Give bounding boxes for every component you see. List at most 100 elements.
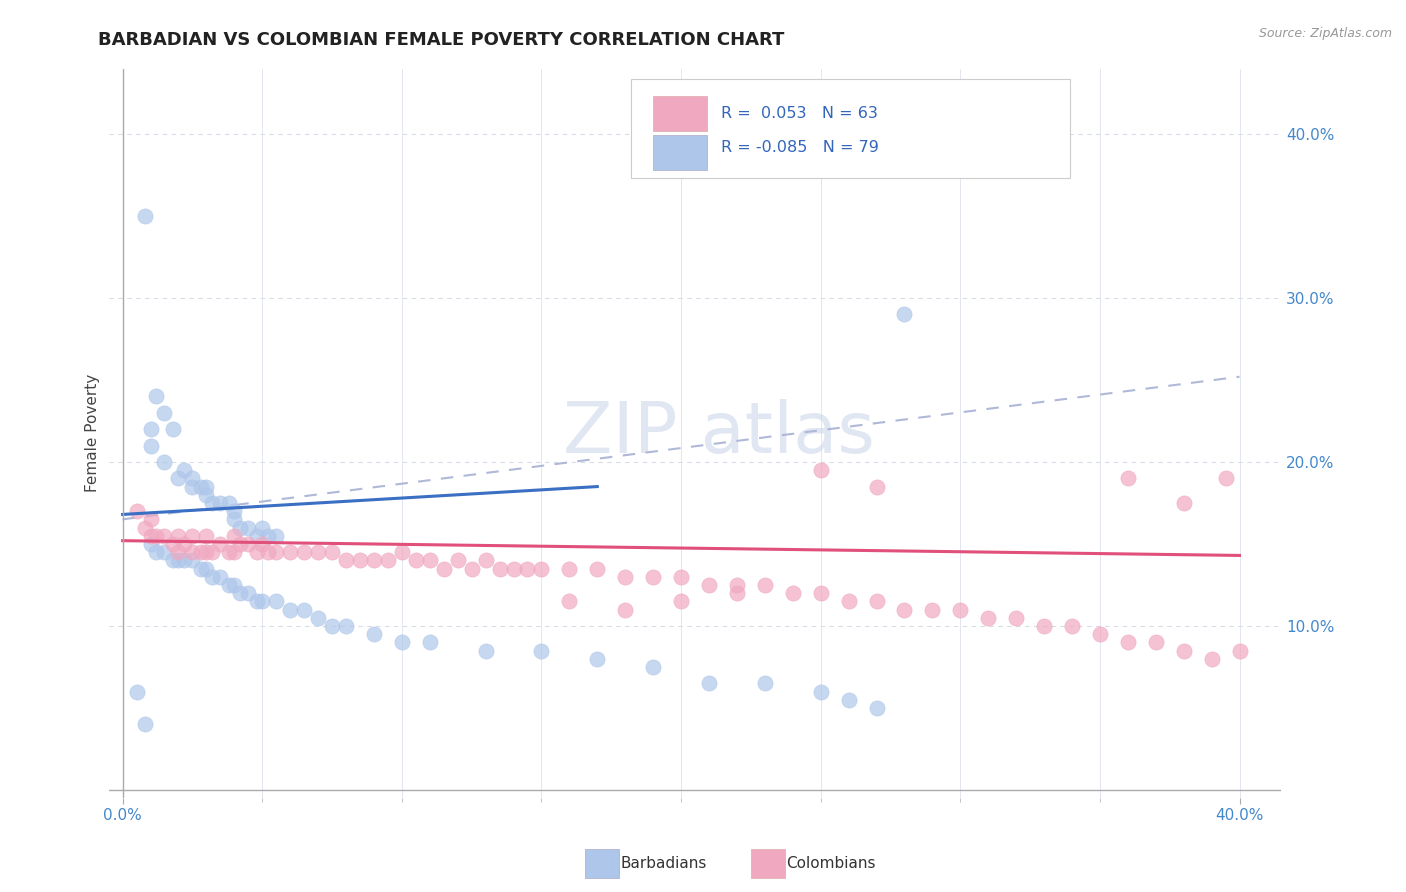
Point xyxy=(167,545,190,559)
Point xyxy=(153,406,176,420)
Point xyxy=(307,545,329,559)
Text: Colombians: Colombians xyxy=(786,856,876,871)
Point xyxy=(321,619,343,633)
Point xyxy=(250,537,273,551)
Point xyxy=(139,537,162,551)
Point xyxy=(195,529,218,543)
Point xyxy=(181,545,204,559)
Point xyxy=(162,553,184,567)
Point xyxy=(145,389,167,403)
Point xyxy=(201,570,224,584)
Point xyxy=(218,578,240,592)
Point xyxy=(697,578,720,592)
Point xyxy=(377,553,399,567)
Point xyxy=(335,619,357,633)
Point xyxy=(167,553,190,567)
Point xyxy=(278,602,301,616)
Point xyxy=(1088,627,1111,641)
Point xyxy=(145,545,167,559)
Point xyxy=(292,602,315,616)
Point xyxy=(238,520,260,534)
Point xyxy=(1215,471,1237,485)
Point xyxy=(190,561,212,575)
Point xyxy=(229,537,252,551)
Point xyxy=(167,529,190,543)
Point xyxy=(669,594,692,608)
Point xyxy=(391,545,413,559)
Point xyxy=(307,611,329,625)
Point xyxy=(460,561,482,575)
Point xyxy=(810,463,832,477)
Point xyxy=(1116,635,1139,649)
Point xyxy=(246,529,269,543)
Point xyxy=(893,602,915,616)
Point xyxy=(754,676,776,690)
Point xyxy=(209,496,232,510)
Point xyxy=(725,578,748,592)
Point xyxy=(264,545,287,559)
Point xyxy=(1060,619,1083,633)
Point xyxy=(977,611,1000,625)
Point xyxy=(1229,643,1251,657)
Point xyxy=(139,529,162,543)
Point xyxy=(349,553,371,567)
Point xyxy=(181,553,204,567)
Point xyxy=(502,561,524,575)
Point xyxy=(264,529,287,543)
Point xyxy=(224,512,246,526)
Point xyxy=(195,488,218,502)
Point xyxy=(238,586,260,600)
Point xyxy=(516,561,538,575)
Point xyxy=(246,594,269,608)
Point xyxy=(209,537,232,551)
Point xyxy=(725,586,748,600)
Point xyxy=(488,561,510,575)
Point xyxy=(201,496,224,510)
Point xyxy=(224,578,246,592)
Point xyxy=(949,602,972,616)
Point xyxy=(614,570,637,584)
Y-axis label: Female Poverty: Female Poverty xyxy=(86,374,100,492)
Point xyxy=(134,717,156,731)
Point xyxy=(810,684,832,698)
Point xyxy=(865,701,887,715)
Point xyxy=(246,545,269,559)
Point xyxy=(697,676,720,690)
Point xyxy=(173,463,195,477)
Point xyxy=(1201,651,1223,665)
Point xyxy=(229,586,252,600)
Point xyxy=(782,586,804,600)
Point xyxy=(218,496,240,510)
Point xyxy=(921,602,943,616)
Point xyxy=(256,529,278,543)
Point xyxy=(134,520,156,534)
Point xyxy=(810,586,832,600)
Point xyxy=(173,537,195,551)
Point xyxy=(218,545,240,559)
Text: ZIP atlas: ZIP atlas xyxy=(562,399,875,467)
Point xyxy=(139,439,162,453)
Point xyxy=(530,561,553,575)
Point xyxy=(195,561,218,575)
Point xyxy=(173,553,195,567)
Point xyxy=(162,537,184,551)
Point xyxy=(167,471,190,485)
Point xyxy=(181,471,204,485)
Point xyxy=(278,545,301,559)
Point xyxy=(224,529,246,543)
Point xyxy=(139,512,162,526)
Point xyxy=(838,594,860,608)
FancyBboxPatch shape xyxy=(652,135,707,169)
Point xyxy=(530,643,553,657)
Point xyxy=(558,594,581,608)
Point xyxy=(139,422,162,436)
Point xyxy=(181,529,204,543)
Point xyxy=(1173,643,1195,657)
Point xyxy=(643,660,665,674)
Point xyxy=(405,553,427,567)
Point xyxy=(363,627,385,641)
Point xyxy=(335,553,357,567)
Point xyxy=(321,545,343,559)
Point xyxy=(1173,496,1195,510)
Text: R = -0.085   N = 79: R = -0.085 N = 79 xyxy=(721,140,879,154)
